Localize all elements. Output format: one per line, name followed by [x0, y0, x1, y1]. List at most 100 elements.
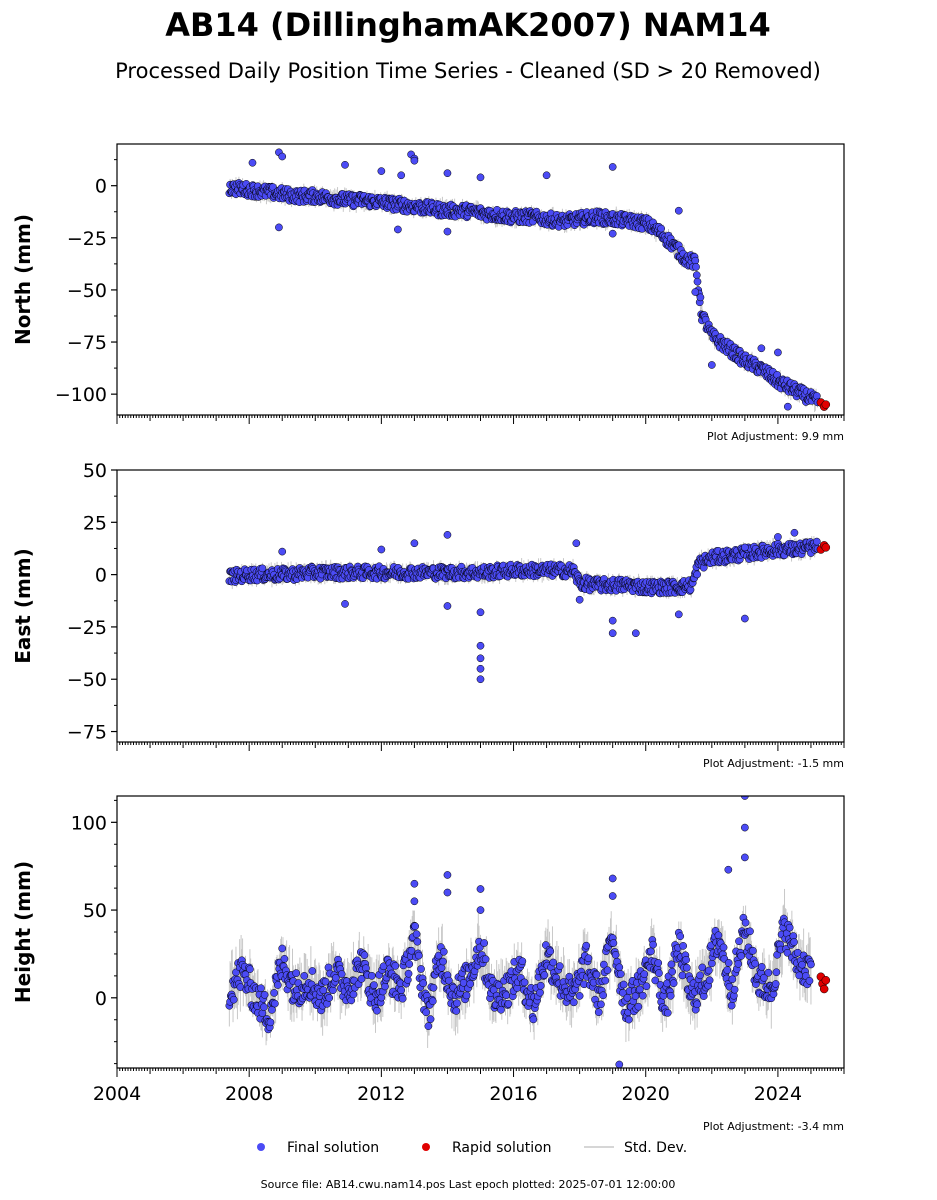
final-solution-point — [278, 944, 287, 953]
final-solution-point — [443, 169, 452, 178]
final-solution-point — [260, 990, 269, 999]
final-solution-point — [349, 990, 358, 999]
final-solution-point — [292, 969, 301, 977]
final-solution-point — [757, 344, 766, 353]
y-tick-label: −25 — [67, 228, 107, 250]
final-solution-point — [631, 629, 640, 638]
final-solution-point — [341, 600, 349, 608]
final-solution-point — [394, 225, 402, 234]
final-solution-points — [225, 528, 822, 684]
north-panel: 0 −25 −50 −75 −100 North (mm) Plot Adjustment:… — [11, 143, 845, 443]
figure-subtitle: Processed Daily Position Time Series - C… — [115, 59, 821, 83]
final-solution-point — [405, 960, 414, 968]
y-axis-label: North (mm) — [11, 214, 35, 345]
final-solution-point — [398, 994, 407, 1003]
final-solution-point — [367, 971, 376, 980]
final-solution-point — [377, 545, 386, 554]
final-solution-point — [608, 229, 617, 238]
east-panel: 50 25 0 −25 −50 −75 East (mm) Plot Adjustment: … — [11, 460, 845, 770]
final-solution-point — [674, 610, 683, 619]
final-solution-point — [257, 984, 265, 993]
final-solution-point — [278, 547, 287, 556]
final-solution-point — [271, 999, 279, 1008]
y-tick-label: −100 — [55, 384, 107, 406]
y-tick-label: 0 — [95, 565, 107, 587]
plot-area — [225, 528, 831, 684]
final-solution-point — [407, 946, 416, 955]
final-solution-point — [411, 922, 419, 931]
rapid-solution-point — [821, 543, 831, 552]
final-solution-point — [419, 979, 428, 988]
final-solution-point — [452, 1007, 461, 1015]
final-solution-point — [325, 994, 334, 1002]
final-solution-point — [812, 537, 821, 546]
final-solution-point — [417, 965, 425, 973]
final-solution-point — [476, 675, 485, 684]
final-solution-point — [774, 348, 782, 357]
final-solution-point — [657, 224, 665, 233]
final-solution-point — [331, 973, 340, 982]
final-solution-point — [280, 955, 289, 963]
final-solution-point — [426, 1015, 435, 1023]
final-solution-point — [308, 967, 317, 975]
final-solution-point — [397, 986, 406, 995]
final-solution-point — [790, 528, 799, 537]
final-solution-point — [397, 171, 406, 180]
final-solution-point — [377, 167, 386, 175]
final-solution-point — [476, 654, 485, 663]
final-solution-point — [812, 392, 821, 400]
plot-adjustment-label: Plot Adjustment: -1.5 mm — [703, 757, 844, 770]
final-solution-point — [476, 173, 485, 182]
plot-area — [225, 796, 831, 1068]
final-solution-point — [275, 223, 283, 232]
y-tick-label: −75 — [67, 722, 107, 744]
final-solution-point — [542, 171, 551, 180]
y-tick-label: −25 — [67, 617, 107, 639]
rapid-solution-points — [816, 541, 831, 554]
y-tick-label: −75 — [67, 332, 107, 354]
final-solution-point — [246, 965, 254, 973]
final-solution-point — [414, 951, 423, 960]
final-solution-point — [337, 970, 346, 978]
final-solution-point — [404, 969, 413, 978]
final-solution-point — [270, 989, 278, 997]
final-solution-point — [572, 539, 581, 548]
final-solution-point — [360, 951, 369, 959]
plot-adjustment-label: Plot Adjustment: 9.9 mm — [707, 430, 844, 443]
final-solution-point — [608, 629, 617, 638]
final-solution-point — [741, 543, 749, 552]
final-solution-point — [273, 981, 282, 989]
final-solution-point — [476, 664, 485, 673]
final-solution-point — [575, 595, 584, 604]
final-solution-point — [707, 361, 716, 369]
final-solution-point — [693, 277, 702, 286]
final-solution-point — [692, 271, 701, 279]
final-solution-point — [674, 206, 683, 215]
final-solution-point — [370, 981, 378, 989]
final-solution-point — [443, 531, 452, 539]
final-solution-point — [248, 158, 257, 167]
final-solution-point — [258, 564, 267, 573]
axes-frame — [116, 469, 845, 743]
final-solution-point — [439, 957, 447, 966]
final-solution-point — [453, 999, 461, 1008]
final-solution-point — [410, 156, 419, 165]
axes-frame — [116, 143, 845, 416]
final-solution-point — [319, 986, 328, 995]
final-solution-point — [229, 995, 238, 1004]
final-solution-point — [266, 1018, 275, 1027]
y-tick-label: 25 — [83, 512, 107, 534]
final-solution-point — [341, 160, 349, 169]
rapid-solution-point — [821, 400, 831, 409]
final-solution-point — [774, 533, 782, 541]
final-solution-point — [476, 641, 485, 650]
final-solution-point — [321, 977, 330, 986]
final-solution-point — [476, 608, 485, 617]
final-solution-point — [608, 163, 617, 171]
y-tick-label: 50 — [83, 460, 107, 482]
y-tick-label: 0 — [95, 176, 107, 198]
final-solution-point — [696, 293, 705, 302]
final-solution-point — [693, 570, 701, 579]
final-solution-point — [741, 614, 749, 623]
